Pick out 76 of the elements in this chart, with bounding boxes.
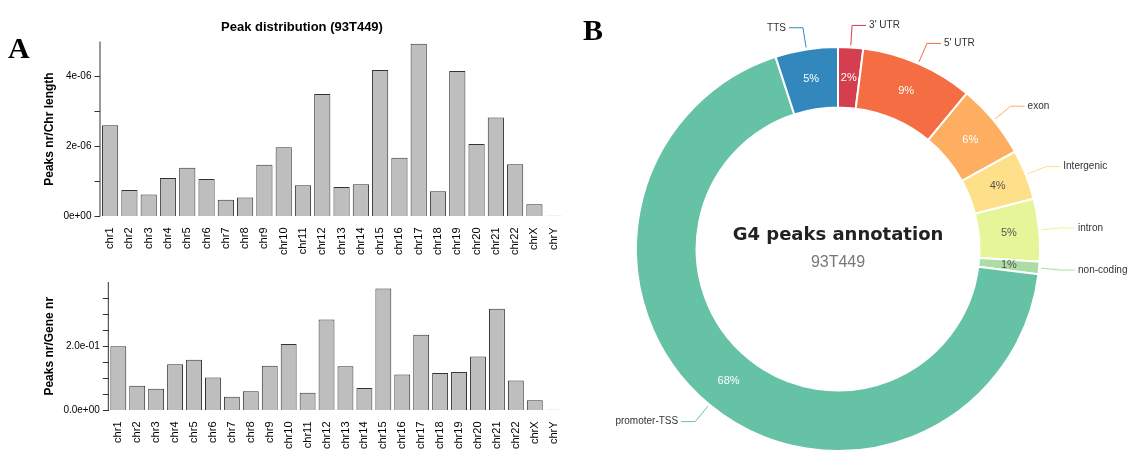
x-tick-label: chr8 (243, 421, 256, 443)
y-tick-label: 0.0e+00 (63, 404, 101, 416)
x-tick-label: chr17 (411, 227, 424, 256)
x-tick-label: chr3 (149, 421, 162, 443)
x-tick-label: chrX (527, 226, 540, 251)
x-tick-label: chr2 (130, 421, 143, 443)
x-tick-label: chr9 (257, 227, 270, 249)
x-tick-label: chr5 (180, 227, 193, 249)
data-label: 1% (1000, 258, 1018, 271)
x-tick-label: chr19 (450, 227, 463, 256)
x-tick-label: chr9 (262, 421, 275, 443)
slice-label: non-coding (1078, 263, 1128, 275)
x-tick-label: chr15 (376, 421, 389, 450)
x-tick-label: chr4 (168, 421, 181, 443)
x-tick-label: chr13 (334, 227, 347, 256)
y-tick-label: 4e-06 (65, 70, 92, 82)
x-tick-label: chr17 (414, 421, 427, 450)
x-tick-label: chr22 (508, 421, 521, 450)
x-tick-label: chr11 (300, 421, 313, 449)
x-tick-label: chrY (546, 420, 559, 445)
slice-label: exon (1027, 99, 1050, 111)
text: G4 peaks annotation (732, 222, 944, 244)
x-tick-label: chr1 (103, 227, 116, 249)
x-tick-label: chr4 (161, 227, 174, 249)
slice-label: 5' UTR (943, 37, 975, 49)
data-label: 2% (840, 70, 857, 83)
x-tick-label: chrX (527, 420, 540, 445)
x-tick-label: chr20 (471, 421, 484, 450)
x-tick-label: chr10 (276, 227, 289, 256)
data-label: 9% (898, 84, 915, 97)
x-tick-label: chr16 (392, 227, 405, 256)
x-tick-label: chr14 (353, 227, 366, 256)
x-tick-label: chrY (546, 226, 559, 251)
x-tick-label: chr12 (315, 227, 328, 256)
slice-label: intron (1078, 221, 1104, 233)
x-tick-label: chr19 (452, 421, 465, 450)
x-tick-label: chr18 (431, 227, 444, 256)
slice-label: 3' UTR (869, 19, 900, 31)
x-tick-label: chr11 (296, 227, 309, 255)
x-tick-label: chr13 (338, 421, 351, 450)
data-label: 68% (717, 374, 740, 387)
slice-label: promoter-TSS (615, 415, 679, 427)
x-tick-label: chr18 (433, 421, 446, 450)
y-axis-title: Peaks nr/Chr length (41, 72, 56, 186)
data-label: 4% (989, 178, 1006, 191)
x-tick-label: chr5 (187, 421, 200, 443)
x-tick-label: chr12 (319, 421, 332, 450)
x-tick-label: chr8 (238, 227, 251, 249)
x-tick-label: chr1 (111, 421, 124, 443)
x-tick-label: chr6 (199, 227, 212, 249)
x-tick-label: chr21 (489, 421, 502, 450)
y-tick-label: 2e-06 (65, 140, 92, 152)
x-tick-label: chr10 (281, 421, 294, 450)
x-tick-label: chr21 (488, 227, 501, 256)
y-tick-label: 0e+00 (63, 210, 92, 222)
x-tick-label: chr20 (469, 227, 482, 256)
y-axis-title: Peaks nr/Gene nr (41, 296, 56, 396)
data-label: 5% (1000, 225, 1018, 238)
slice-label: Intergenic (1063, 160, 1108, 172)
x-tick-label: chr7 (218, 227, 231, 249)
chart-title: Peak distribution (93T449) (221, 19, 383, 35)
data-label: 6% (962, 132, 979, 145)
x-tick-label: chr15 (373, 227, 386, 256)
text: B (583, 13, 604, 46)
text: A (8, 31, 30, 64)
x-tick-label: chr2 (122, 227, 135, 249)
x-tick-label: chr6 (205, 421, 218, 443)
slice-label: TTS (767, 21, 787, 33)
x-tick-label: chr16 (395, 421, 408, 450)
data-label: 5% (803, 72, 820, 85)
text: 93T449 (810, 253, 866, 271)
x-tick-label: chr14 (357, 421, 370, 450)
x-tick-label: chr3 (141, 227, 154, 249)
y-tick-label: 2.0e-01 (65, 339, 101, 351)
x-tick-label: chr7 (224, 421, 237, 443)
x-tick-label: chr22 (508, 227, 521, 256)
